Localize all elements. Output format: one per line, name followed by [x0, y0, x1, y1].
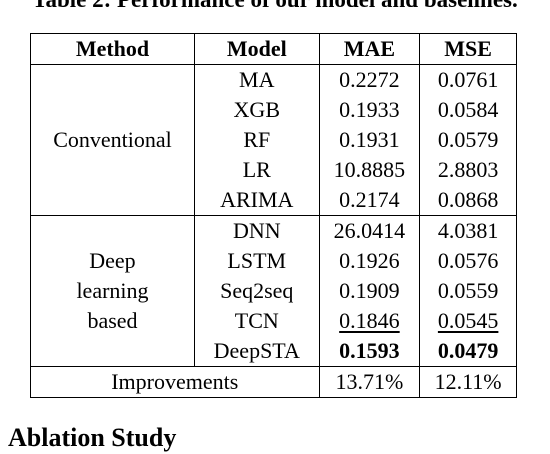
- model-cell: LR: [193, 155, 320, 185]
- mae-cell: 0.1933: [318, 95, 421, 125]
- table-row: Seq2seq 0.1909 0.0559: [31, 276, 517, 306]
- mae-cell: 0.1931: [318, 125, 421, 155]
- method-conventional: Conventional: [30, 64, 195, 216]
- model-cell: Seq2seq: [193, 276, 320, 306]
- table-row: LR 10.8885 2.8803: [31, 155, 517, 185]
- header-mae: MAE: [318, 33, 421, 65]
- mse-cell: 2.8803: [419, 155, 517, 185]
- method-deep-learning: Deep learning based: [30, 215, 195, 367]
- table-row: TCN 0.1846 0.0545: [31, 306, 517, 336]
- mae-cell: 0.2272: [318, 64, 421, 95]
- best-mae: 0.1593: [318, 336, 421, 367]
- table-row: DeepSTA 0.1593 0.0479: [31, 336, 517, 367]
- mse-cell: 0.0761: [419, 64, 517, 95]
- model-cell: XGB: [193, 95, 320, 125]
- mse-cell: 0.0579: [419, 125, 517, 155]
- header-method: Method: [30, 33, 195, 65]
- table-row: ARIMA 0.2174 0.0868: [31, 185, 517, 216]
- improvements-mae: 13.71%: [318, 366, 421, 398]
- mae-cell: 26.0414: [318, 215, 421, 246]
- table-row: RF 0.1931 0.0579: [31, 125, 517, 155]
- header-mse: MSE: [419, 33, 517, 65]
- mse-cell: 4.0381: [419, 215, 517, 246]
- mae-cell: 0.1846: [318, 306, 421, 336]
- table-header-row: Method Model MAE MSE: [30, 33, 517, 65]
- mse-cell: 0.0584: [419, 95, 517, 125]
- mse-cell: 0.0545: [419, 306, 517, 336]
- section-heading: Ablation Study: [8, 423, 177, 452]
- second-best-mae: 0.1846: [339, 308, 400, 333]
- header-model: Model: [193, 33, 320, 65]
- mae-cell: 10.8885: [318, 155, 421, 185]
- improvements-row: Improvements 13.71% 12.11%: [30, 366, 517, 398]
- table-caption: Table 2: Performance of our model and ba…: [0, 0, 550, 15]
- model-cell: DeepSTA: [193, 336, 320, 367]
- mse-cell: 0.0559: [419, 276, 517, 306]
- table-row: XGB 0.1933 0.0584: [31, 95, 517, 125]
- table-row: LSTM 0.1926 0.0576: [31, 246, 517, 276]
- model-cell: MA: [193, 64, 320, 95]
- mae-cell: 0.1926: [318, 246, 421, 276]
- performance-table: Method Model MAE MSE Conventional MA 0.2…: [30, 33, 517, 398]
- improvements-mse: 12.11%: [419, 366, 517, 398]
- model-cell: ARIMA: [193, 185, 320, 216]
- mse-cell: 0.0868: [419, 185, 517, 216]
- model-cell: RF: [193, 125, 320, 155]
- model-cell: LSTM: [193, 246, 320, 276]
- table-row: Deep learning based DNN 26.0414 4.0381: [30, 215, 517, 367]
- second-best-mse: 0.0545: [437, 308, 499, 333]
- mae-cell: 0.1909: [318, 276, 421, 306]
- mse-cell: 0.0576: [419, 246, 517, 276]
- model-cell: DNN: [193, 215, 320, 246]
- mae-cell: 0.2174: [318, 185, 421, 216]
- best-mse: 0.0479: [419, 336, 517, 367]
- table-row: Conventional MA 0.2272 0.0761: [30, 64, 517, 216]
- model-cell: TCN: [193, 306, 320, 336]
- improvements-label: Improvements: [30, 366, 320, 398]
